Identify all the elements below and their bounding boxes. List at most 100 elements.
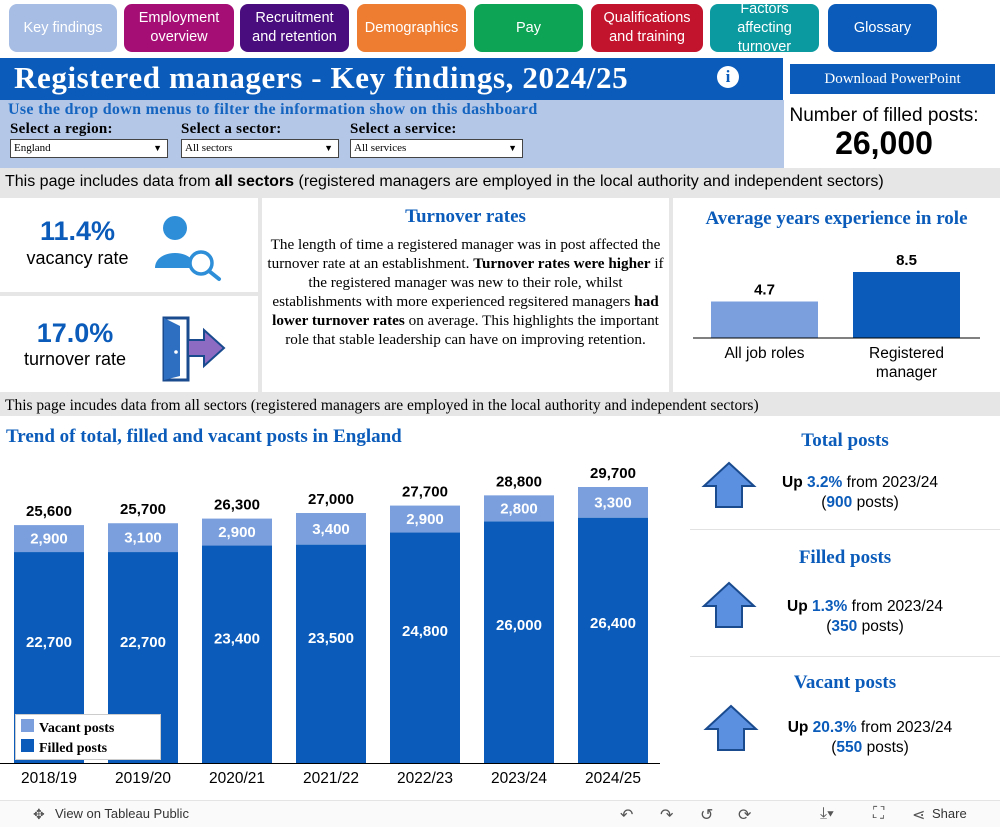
legend-label-vacant: Vacant posts xyxy=(39,721,115,736)
filled-posts-panel xyxy=(784,100,1000,168)
download-icon[interactable]: ⤓▾ xyxy=(820,805,834,822)
region-select-value: England xyxy=(14,142,51,154)
vacant-posts-bar xyxy=(578,487,648,518)
download-powerpoint-button[interactable]: Download PowerPoint xyxy=(790,64,995,94)
title-bar xyxy=(0,58,783,100)
filter-instructions: Use the drop down menus to filter the in… xyxy=(8,101,538,118)
vacant-posts-bar xyxy=(296,513,366,545)
turnover-rate-label: turnover rate xyxy=(23,349,127,369)
change-open: ( xyxy=(821,494,827,511)
sector-note-2: This page incudes data from all sectors … xyxy=(5,397,759,414)
vacant-posts-change: Up 20.3% from 2023/24 (550 posts) xyxy=(765,718,975,758)
up-arrow-icon xyxy=(701,581,757,628)
vacant-value-label: 2,800 xyxy=(500,500,538,517)
filled-value-label: 22,700 xyxy=(26,634,72,651)
total-value-label: 26,300 xyxy=(214,497,260,514)
filled-value-label: 24,800 xyxy=(402,623,448,640)
filled-posts-label: Number of filled posts: xyxy=(789,105,979,126)
tab-employment-overview[interactable]: Employment overview xyxy=(124,4,234,52)
tab-label: Factors affecting turnover xyxy=(737,0,792,55)
pause-icon[interactable]: ⟳ xyxy=(738,807,752,824)
fullscreen-icon[interactable]: ⛶ xyxy=(873,805,885,822)
tab-recruitment-retention[interactable]: Recruitment and retention xyxy=(240,4,349,52)
filled-posts-bar xyxy=(296,544,366,763)
filled-value-label: 22,700 xyxy=(120,634,166,651)
change-count: 550 xyxy=(836,739,863,756)
x-tick-label: 2021/22 xyxy=(303,770,359,787)
tableau-toolbar xyxy=(0,800,1000,827)
turnover-rates-text: The length of time a registered manager … xyxy=(266,235,665,349)
x-tick-label: 2022/23 xyxy=(397,770,453,787)
page-title: Registered managers - Key findings, 2024… xyxy=(14,60,629,95)
up-arrow-icon xyxy=(701,461,757,508)
vacant-posts-bar xyxy=(390,505,460,533)
x-tick-label: 2024/25 xyxy=(585,770,641,787)
vacant-value-label: 3,400 xyxy=(312,521,350,538)
region-select[interactable]: England ▼ xyxy=(10,139,168,158)
filled-value-label: 26,400 xyxy=(590,615,636,632)
sector-select[interactable]: All sectors ▼ xyxy=(181,139,339,158)
vacant-posts-bar xyxy=(14,525,84,553)
filled-value-label: 23,500 xyxy=(308,630,354,647)
legend-swatch-vacant xyxy=(21,719,34,732)
experience-bar xyxy=(711,301,818,338)
turnover-text-part: on average. This highlights the importan… xyxy=(285,312,659,348)
experience-category-label: manager xyxy=(876,364,937,381)
redo-icon[interactable]: ↷ xyxy=(660,807,674,824)
view-on-tableau-link[interactable]: View on Tableau Public xyxy=(55,806,189,821)
experience-category-label: Registered xyxy=(869,345,944,362)
tab-qualifications-training[interactable]: Qualifications and training xyxy=(591,4,703,52)
tab-key-findings[interactable]: Key findings xyxy=(9,4,117,52)
undo-icon[interactable]: ↶ xyxy=(620,807,634,824)
vacancy-rate-label: vacancy rate xyxy=(26,248,129,268)
sector-note-bold: all sectors xyxy=(214,173,295,190)
revert-icon[interactable]: ↺ xyxy=(700,807,714,824)
sector-note-prefix: This page includes data from xyxy=(5,173,215,190)
tab-factors-affecting-turnover[interactable]: Factors affecting turnover xyxy=(710,1,819,55)
vacancy-kpi-card: 11.4% vacancy rate xyxy=(0,198,258,292)
filled-posts-bar xyxy=(202,545,272,763)
change-prefix: Up xyxy=(782,474,807,491)
total-value-label: 28,800 xyxy=(496,473,542,490)
turnover-rates-panel: Turnover rates The length of time a regi… xyxy=(262,198,669,392)
filled-posts-value: 26,000 xyxy=(835,125,933,161)
change-close: posts) xyxy=(852,494,899,511)
info-icon[interactable]: i xyxy=(717,66,739,88)
chart-legend: Vacant posts Filled posts xyxy=(15,714,161,760)
sector-label: Select a sector: xyxy=(181,121,282,137)
x-tick-label: 2018/19 xyxy=(21,770,77,787)
total-value-label: 25,700 xyxy=(120,501,166,518)
region-label: Select a region: xyxy=(10,121,113,137)
tab-pay[interactable]: Pay xyxy=(474,4,583,52)
dropdown-arrow-icon: ▼ xyxy=(153,143,162,153)
experience-category-label: All job roles xyxy=(724,345,804,362)
experience-panel: Average years experience in role 4.7 8.5 A… xyxy=(673,198,1000,392)
tab-glossary[interactable]: Glossary xyxy=(828,4,937,52)
service-select[interactable]: All services ▼ xyxy=(350,139,523,158)
change-open: ( xyxy=(831,739,837,756)
service-select-value: All services xyxy=(354,142,407,154)
total-posts-title: Total posts xyxy=(801,430,889,451)
person-search-icon xyxy=(155,216,221,281)
x-tick-label: 2023/24 xyxy=(491,770,547,787)
change-pct: 3.2% xyxy=(806,474,843,491)
vacant-value-label: 3,100 xyxy=(124,530,162,547)
info-band xyxy=(0,392,1000,416)
vacant-posts-bar xyxy=(202,518,272,546)
x-tick-label: 2020/21 xyxy=(209,770,265,787)
experience-value-label: 8.5 xyxy=(896,252,917,269)
sector-select-value: All sectors xyxy=(185,142,233,154)
share-icon[interactable]: ⋖ xyxy=(912,807,926,824)
turnover-rates-title: Turnover rates xyxy=(405,206,526,227)
share-button[interactable]: Share xyxy=(932,806,967,821)
experience-chart-title: Average years experience in role xyxy=(705,208,968,229)
tab-label: Employment overview xyxy=(138,10,220,45)
tab-demographics[interactable]: Demographics xyxy=(357,4,466,52)
legend-swatch-filled xyxy=(21,739,34,752)
filled-posts-bar xyxy=(390,532,460,763)
vacant-posts-bar xyxy=(108,523,178,553)
change-mid: from 2023/24 xyxy=(847,598,943,615)
divider xyxy=(690,529,1000,530)
tableau-logo-icon: ✥ xyxy=(33,806,45,822)
info-band xyxy=(0,168,1000,196)
